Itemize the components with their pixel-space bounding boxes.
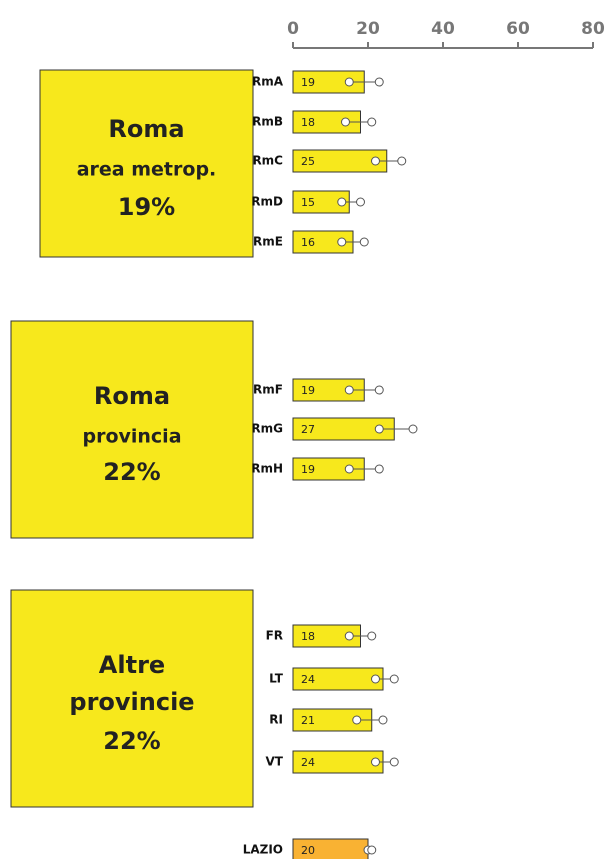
value-label: 16 — [301, 236, 315, 249]
ci-high — [367, 631, 377, 641]
ci-low — [374, 424, 384, 434]
group-box — [39, 69, 254, 258]
group-title: Altre — [99, 651, 165, 679]
value-label: 21 — [301, 714, 315, 727]
x-tick-label: 60 — [506, 19, 530, 39]
category-label: RmH — [251, 462, 283, 476]
ci-low — [337, 197, 347, 207]
value-label: 15 — [301, 196, 315, 209]
value-label: 18 — [301, 630, 315, 643]
category-label: RI — [269, 713, 283, 727]
value-label: 19 — [301, 76, 315, 89]
category-label: RmF — [253, 383, 283, 397]
group-subtitle: provincia — [82, 426, 181, 448]
value-label: 20 — [301, 844, 315, 857]
ci-low — [371, 674, 380, 684]
ci-low — [344, 464, 354, 474]
group-subtitle: area metrop. — [77, 159, 217, 181]
x-tick-label: 0 — [287, 19, 299, 39]
group-title: Roma — [108, 115, 184, 143]
ci-high — [374, 77, 384, 87]
ci-low — [341, 117, 350, 127]
ci-high — [359, 237, 369, 247]
group-box — [10, 589, 254, 808]
value-label: 25 — [301, 155, 315, 168]
group-title: Roma — [94, 382, 170, 410]
group-box — [10, 320, 254, 539]
category-label: RmA — [252, 75, 284, 89]
group-share: 22% — [103, 727, 160, 755]
category-label: RmE — [253, 235, 283, 249]
ci-low — [344, 385, 354, 395]
ci-high — [408, 424, 418, 434]
category-label: LT — [269, 672, 284, 686]
ci-low — [337, 237, 347, 247]
ci-low — [352, 715, 362, 725]
value-label: 24 — [301, 756, 315, 769]
x-tick-label: 80 — [581, 19, 605, 39]
category-label: RmD — [251, 195, 283, 209]
x-tick-label: 40 — [431, 19, 455, 39]
category-label: VT — [266, 755, 284, 769]
x-tick-label: 20 — [356, 19, 380, 39]
category-label: LAZIO — [243, 843, 283, 857]
value-label: 18 — [301, 116, 315, 129]
category-label: FR — [266, 629, 283, 643]
value-label: 19 — [301, 384, 315, 397]
group-share: 22% — [103, 458, 160, 486]
group-share: 19% — [118, 193, 175, 221]
ci-high — [367, 117, 377, 127]
value-label: 19 — [301, 463, 315, 476]
ci-high — [397, 156, 407, 166]
ci-high — [378, 715, 388, 725]
category-label: RmB — [252, 115, 283, 129]
group-subtitle: provincie — [69, 688, 194, 716]
ci-high — [367, 845, 377, 855]
category-label: RmG — [251, 422, 283, 436]
ci-high — [389, 757, 399, 767]
ci-low — [371, 757, 380, 767]
ci-low — [344, 631, 354, 641]
ci-high — [374, 464, 384, 474]
ci-high — [356, 197, 365, 207]
ci-low — [371, 156, 380, 166]
ci-high — [374, 385, 384, 395]
category-label: RmC — [252, 154, 283, 168]
ci-low — [344, 77, 354, 87]
value-label: 24 — [301, 673, 315, 686]
value-label: 27 — [301, 423, 315, 436]
ci-high — [389, 674, 399, 684]
